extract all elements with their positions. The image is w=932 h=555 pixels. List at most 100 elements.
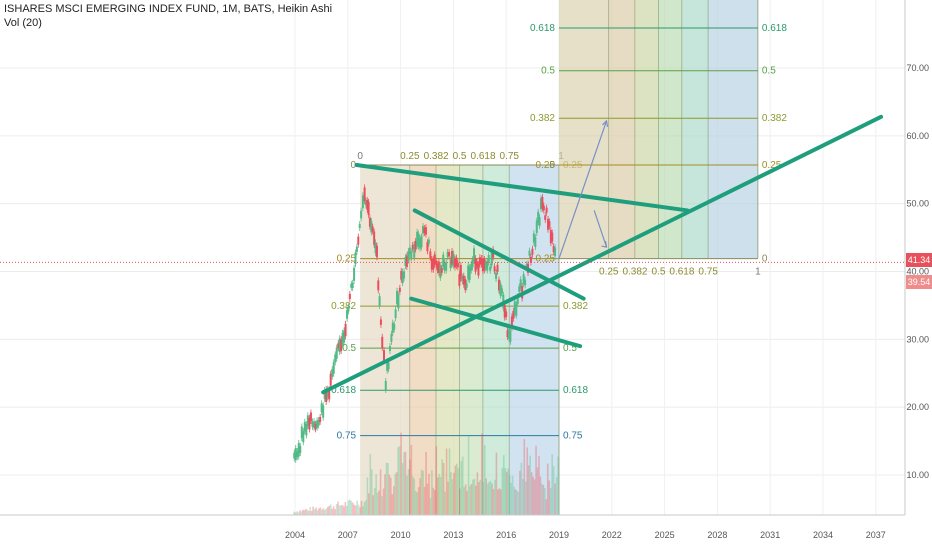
candle-body: [386, 361, 389, 371]
volume-bar: [363, 501, 366, 515]
volume-bar: [457, 468, 460, 515]
volume-bar: [479, 479, 482, 515]
volume-indicator-label[interactable]: Vol (20): [4, 17, 42, 29]
candle-body: [340, 339, 343, 352]
fib-projection-left-label: 0.25: [536, 254, 556, 265]
volume-bar: [554, 483, 556, 515]
volume-bar: [348, 499, 351, 515]
volume-bar: [379, 469, 382, 515]
volume-bar: [552, 466, 555, 515]
candle-body: [328, 389, 331, 400]
candle-body: [529, 256, 532, 263]
candle-body: [420, 236, 423, 248]
fib-projection-zone: [559, 0, 609, 259]
volume-bar: [529, 455, 531, 515]
volume-bar: [520, 462, 523, 515]
candle-body: [471, 259, 474, 268]
volume-bar: [401, 463, 404, 515]
candle-body: [440, 267, 443, 273]
volume-bar: [448, 448, 451, 515]
candle-body: [408, 247, 411, 254]
candle-body: [338, 338, 341, 353]
volume-bar: [469, 485, 471, 515]
volume-bar: [495, 452, 498, 515]
volume-bar: [510, 482, 512, 515]
volume-bar: [373, 487, 376, 515]
fib-projection-time-label: 0.618: [669, 267, 694, 278]
candle-body: [462, 275, 465, 285]
candle-body: [542, 205, 545, 211]
volume-bar: [535, 445, 537, 515]
candle-body: [506, 330, 509, 337]
candle-body: [464, 278, 467, 290]
volume-bar: [460, 461, 463, 515]
volume-bar: [414, 490, 417, 515]
candle-body: [465, 283, 468, 288]
fib-level-label: 0.618: [331, 385, 356, 396]
candle-body: [368, 217, 371, 227]
volume-bar: [390, 477, 392, 515]
candle-body: [539, 198, 542, 210]
candle-body: [347, 306, 350, 312]
volume-bar: [442, 462, 445, 515]
volume-bar: [302, 509, 304, 515]
candle-body: [335, 347, 338, 359]
fib-projection-label: 0.25: [762, 160, 782, 171]
candle-body: [377, 280, 380, 291]
volume-bar: [350, 500, 353, 515]
volume-bar: [303, 510, 306, 515]
fib-projection-label: 0.5: [762, 66, 776, 77]
volume-bar: [416, 492, 419, 515]
volume-bar: [466, 490, 468, 515]
volume-bar: [423, 486, 426, 515]
candle-body: [484, 262, 487, 269]
volume-bar: [319, 507, 322, 515]
volume-bar: [307, 510, 310, 515]
volume-bar: [329, 504, 332, 515]
symbol-title[interactable]: ISHARES MSCI EMERGING INDEX FUND, 1M, BA…: [4, 3, 333, 15]
volume-bar: [522, 478, 524, 515]
volume-bar: [439, 477, 442, 515]
candle-body: [343, 330, 346, 343]
volume-bar: [313, 509, 316, 515]
volume-bar: [536, 467, 539, 515]
candle-body: [384, 380, 387, 391]
candle-body: [549, 229, 552, 244]
volume-bar: [542, 484, 545, 515]
volume-bar: [538, 456, 540, 515]
candle-body: [446, 251, 449, 258]
volume-bar: [296, 511, 298, 515]
candle-body: [524, 279, 527, 286]
trendline-descending-resistance: [354, 163, 690, 213]
candle-body: [294, 448, 297, 460]
volume-bar: [413, 478, 416, 515]
volume-bar: [332, 506, 335, 515]
fib-projection-left-label: 0.382: [530, 113, 555, 124]
volume-bar: [297, 512, 300, 515]
volume-bar: [435, 446, 438, 515]
volume-bar: [357, 504, 360, 515]
candle-body: [375, 245, 378, 258]
candle-body: [332, 362, 335, 374]
volume-bar: [467, 435, 470, 515]
volume-bar: [425, 451, 427, 515]
candle-body: [442, 254, 445, 267]
volume-bar: [544, 488, 546, 515]
fib-time-zone: [459, 165, 484, 516]
x-tick-label: 2025: [655, 530, 675, 540]
candle-body: [433, 254, 436, 265]
volume-bar: [488, 481, 490, 515]
volume-bar: [516, 490, 518, 515]
volume-bar: [508, 475, 511, 515]
volume-bar: [417, 487, 420, 515]
volume-bar: [473, 478, 476, 515]
candle-body: [374, 242, 377, 254]
candle-body: [303, 421, 306, 432]
candle-body: [437, 261, 440, 273]
candle-body: [410, 251, 413, 259]
volume-bar: [438, 474, 441, 515]
volume-bar: [461, 456, 464, 515]
volume-bar: [453, 472, 455, 515]
